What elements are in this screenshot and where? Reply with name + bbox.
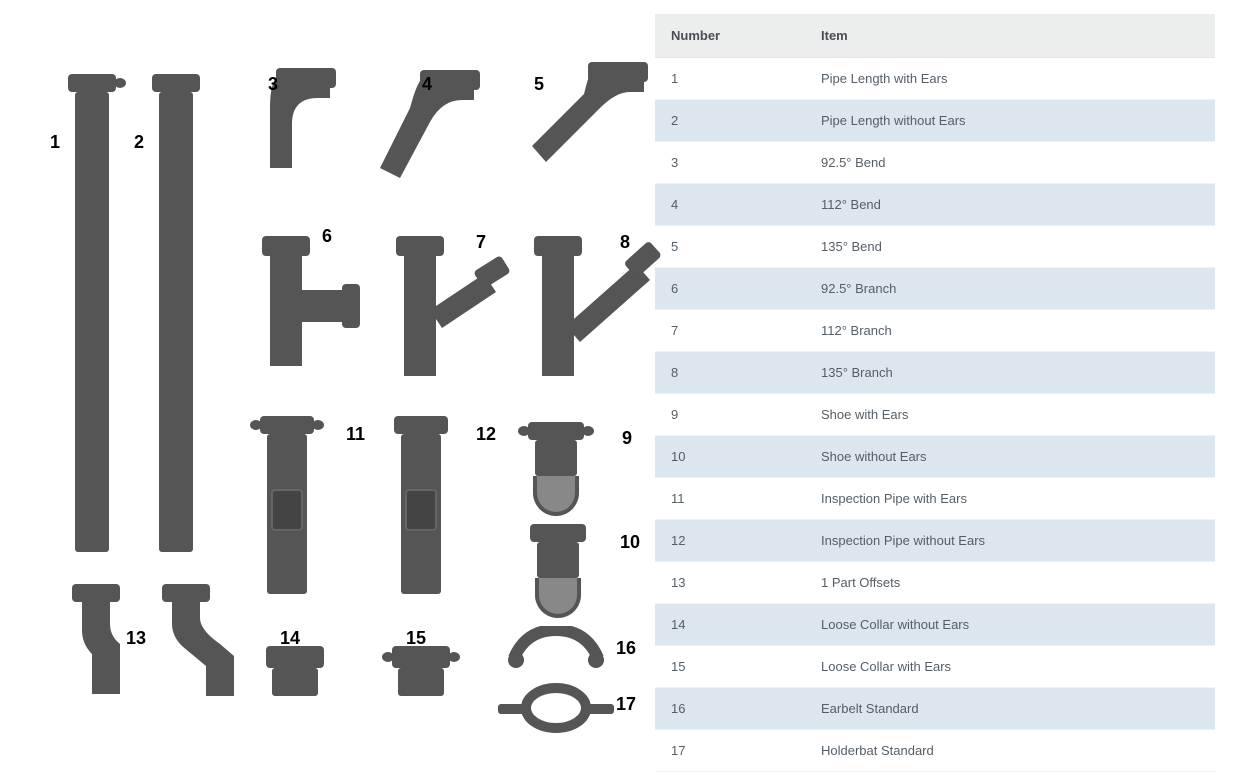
diagram-label-8: 8	[620, 232, 630, 253]
diagram-label-15: 15	[406, 628, 426, 649]
cell-item: Inspection Pipe with Ears	[805, 478, 1215, 520]
table-row: 16Earbelt Standard	[655, 688, 1215, 730]
part-2	[152, 74, 200, 552]
cell-item: 135° Bend	[805, 226, 1215, 268]
diagram-label-4: 4	[422, 74, 432, 95]
part-12	[394, 416, 448, 594]
table-row: 15Loose Collar with Ears	[655, 646, 1215, 688]
parts-table-panel: Number Item 1Pipe Length with Ears2Pipe …	[655, 0, 1239, 784]
diagram-label-13: 13	[126, 628, 146, 649]
part-8	[522, 230, 662, 383]
cell-number: 10	[655, 436, 805, 478]
cell-item: 112° Branch	[805, 310, 1215, 352]
table-row: 5135° Bend	[655, 226, 1215, 268]
diagram-label-11: 11	[346, 424, 365, 445]
parts-table: Number Item 1Pipe Length with Ears2Pipe …	[655, 14, 1215, 772]
diagram-label-17: 17	[616, 694, 636, 715]
part-13a	[64, 584, 134, 717]
table-row: 131 Part Offsets	[655, 562, 1215, 604]
column-header-item: Item	[805, 14, 1215, 58]
cell-number: 3	[655, 142, 805, 184]
part-6	[250, 230, 360, 373]
cell-item: 112° Bend	[805, 184, 1215, 226]
table-row: 1Pipe Length with Ears	[655, 58, 1215, 100]
product-diagram-panel: 1234567891011121314151617	[0, 0, 655, 784]
cell-item: Shoe with Ears	[805, 394, 1215, 436]
cell-number: 7	[655, 310, 805, 352]
part-13b	[154, 584, 244, 717]
cell-item: Pipe Length without Ears	[805, 100, 1215, 142]
cell-item: Earbelt Standard	[805, 688, 1215, 730]
cell-number: 11	[655, 478, 805, 520]
cell-item: 92.5° Branch	[805, 268, 1215, 310]
cell-number: 9	[655, 394, 805, 436]
diagram-label-14: 14	[280, 628, 300, 649]
table-row: 17Holderbat Standard	[655, 730, 1215, 772]
part-7	[384, 230, 514, 383]
cell-item: 92.5° Bend	[805, 142, 1215, 184]
cell-number: 17	[655, 730, 805, 772]
cell-item: Holderbat Standard	[805, 730, 1215, 772]
product-diagram: 1234567891011121314151617	[44, 24, 635, 764]
diagram-label-7: 7	[476, 232, 486, 253]
cell-number: 6	[655, 268, 805, 310]
table-row: 392.5° Bend	[655, 142, 1215, 184]
part-4	[374, 68, 494, 201]
cell-number: 2	[655, 100, 805, 142]
part-14	[266, 646, 324, 696]
table-row: 14Loose Collar without Ears	[655, 604, 1215, 646]
part-1	[68, 74, 116, 552]
part-10	[530, 524, 586, 618]
part-9	[528, 422, 584, 516]
cell-item: Pipe Length with Ears	[805, 58, 1215, 100]
cell-number: 8	[655, 352, 805, 394]
part-17	[496, 680, 616, 737]
table-row: 10Shoe without Ears	[655, 436, 1215, 478]
diagram-label-16: 16	[616, 638, 636, 659]
table-row: 12Inspection Pipe without Ears	[655, 520, 1215, 562]
cell-number: 16	[655, 688, 805, 730]
table-row: 8135° Branch	[655, 352, 1215, 394]
table-row: 4112° Bend	[655, 184, 1215, 226]
cell-number: 4	[655, 184, 805, 226]
diagram-label-12: 12	[476, 424, 496, 445]
parts-table-body: 1Pipe Length with Ears2Pipe Length witho…	[655, 58, 1215, 772]
part-15	[392, 646, 450, 696]
table-row: 7112° Branch	[655, 310, 1215, 352]
diagram-label-1: 1	[50, 132, 60, 153]
cell-number: 14	[655, 604, 805, 646]
diagram-label-5: 5	[534, 74, 544, 95]
cell-item: Inspection Pipe without Ears	[805, 520, 1215, 562]
column-header-number: Number	[655, 14, 805, 58]
cell-number: 15	[655, 646, 805, 688]
cell-number: 13	[655, 562, 805, 604]
diagram-label-3: 3	[268, 74, 278, 95]
cell-number: 5	[655, 226, 805, 268]
diagram-label-2: 2	[134, 132, 144, 153]
part-3	[252, 68, 352, 181]
part-11	[260, 416, 314, 594]
table-row: 692.5° Branch	[655, 268, 1215, 310]
cell-item: 1 Part Offsets	[805, 562, 1215, 604]
cell-item: Loose Collar without Ears	[805, 604, 1215, 646]
part-16	[506, 626, 606, 673]
cell-item: Shoe without Ears	[805, 436, 1215, 478]
cell-item: Loose Collar with Ears	[805, 646, 1215, 688]
table-row: 9Shoe with Ears	[655, 394, 1215, 436]
table-row: 2Pipe Length without Ears	[655, 100, 1215, 142]
diagram-label-6: 6	[322, 226, 332, 247]
cell-number: 12	[655, 520, 805, 562]
diagram-label-10: 10	[620, 532, 640, 553]
diagram-label-9: 9	[622, 428, 632, 449]
table-row: 11Inspection Pipe with Ears	[655, 478, 1215, 520]
cell-number: 1	[655, 58, 805, 100]
cell-item: 135° Branch	[805, 352, 1215, 394]
